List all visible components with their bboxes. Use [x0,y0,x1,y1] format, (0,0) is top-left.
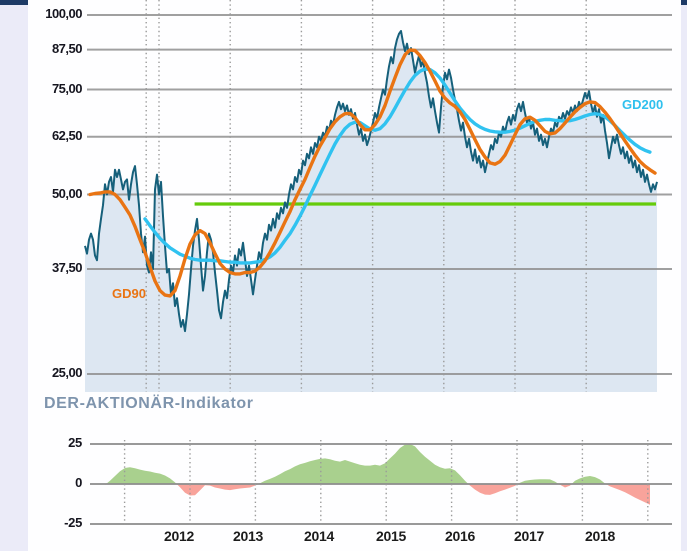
gd90-line [88,48,657,298]
window-edge-strip-left [0,0,28,551]
indicator-positive-fill [105,444,650,484]
window-title-bar-fragment-left [0,0,28,5]
price-area-fill [85,31,657,392]
window-title-bar-fragment-right [681,0,687,5]
window-edge-strip-right [681,0,687,551]
